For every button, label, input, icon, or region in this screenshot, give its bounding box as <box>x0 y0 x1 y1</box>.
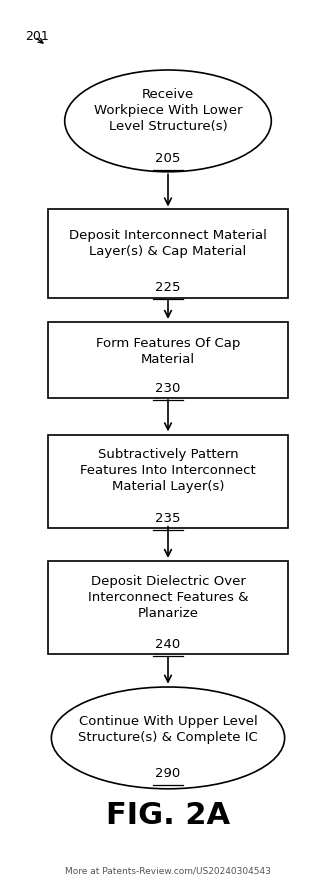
FancyBboxPatch shape <box>48 435 288 527</box>
Text: FIG. 2A: FIG. 2A <box>106 801 230 830</box>
FancyBboxPatch shape <box>48 561 288 654</box>
Text: Continue With Upper Level
Structure(s) & Complete IC: Continue With Upper Level Structure(s) &… <box>78 715 258 743</box>
Text: 240: 240 <box>155 638 181 652</box>
Text: 230: 230 <box>155 382 181 395</box>
Text: 201: 201 <box>25 29 48 43</box>
Text: 290: 290 <box>155 767 181 780</box>
Ellipse shape <box>65 70 271 171</box>
Text: Subtractively Pattern
Features Into Interconnect
Material Layer(s): Subtractively Pattern Features Into Inte… <box>80 448 256 493</box>
Text: 225: 225 <box>155 281 181 294</box>
FancyBboxPatch shape <box>48 322 288 398</box>
Text: Receive
Workpiece With Lower
Level Structure(s): Receive Workpiece With Lower Level Struc… <box>94 88 242 133</box>
Text: Form Features Of Cap
Material: Form Features Of Cap Material <box>96 337 240 366</box>
Text: 235: 235 <box>155 511 181 525</box>
Text: More at Patents-Review.com/US20240304543: More at Patents-Review.com/US20240304543 <box>65 867 271 876</box>
Ellipse shape <box>51 687 285 789</box>
Text: 205: 205 <box>155 152 181 164</box>
FancyBboxPatch shape <box>48 210 288 298</box>
Text: Deposit Dielectric Over
Interconnect Features &
Planarize: Deposit Dielectric Over Interconnect Fea… <box>88 575 248 620</box>
Text: Deposit Interconnect Material
Layer(s) & Cap Material: Deposit Interconnect Material Layer(s) &… <box>69 228 267 258</box>
